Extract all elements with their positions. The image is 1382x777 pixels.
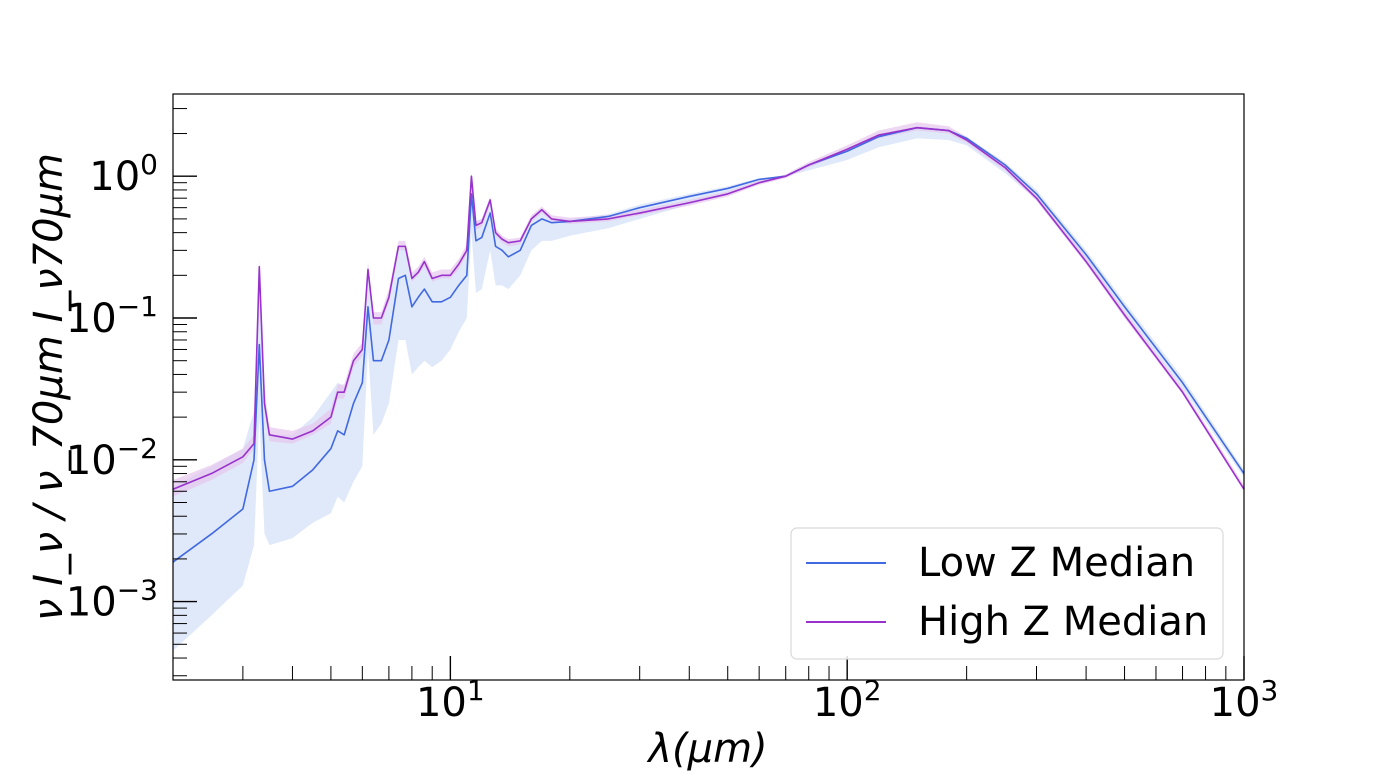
- x-tick-labels: 101 102 103: [416, 674, 1278, 726]
- uncertainty-bands: [173, 122, 1244, 651]
- legend-box: [790, 527, 1224, 660]
- x-tick-label: 101: [416, 674, 485, 726]
- legend: Low Z Median High Z Median: [790, 527, 1224, 660]
- legend-label-low-z: Low Z Median: [918, 540, 1195, 586]
- series-line-high-z: [172, 126, 1245, 490]
- y-axis-label: ν I_ν / ν_70μm I_ν70μm: [26, 153, 72, 621]
- legend-label-high-z: High Z Median: [918, 599, 1208, 645]
- x-axis-label: λ(μm): [646, 726, 767, 772]
- axis-ticks: [172, 108, 1245, 680]
- y-tick-label: 10−3: [66, 574, 158, 626]
- y-tick-label: 100: [89, 148, 158, 200]
- band-low-z: [173, 126, 1244, 651]
- x-tick-label: 102: [813, 674, 882, 726]
- x-tick-label: 103: [1210, 674, 1279, 726]
- series-line-low-z: [172, 126, 1245, 563]
- plot-frame: [172, 93, 1245, 681]
- series-lines: [172, 126, 1245, 563]
- band-high-z: [173, 122, 1244, 497]
- y-tick-label: 10−2: [66, 432, 158, 484]
- y-tick-label: 10−1: [66, 290, 158, 342]
- y-tick-labels: 10−3 10−2 10−1 100: [66, 148, 158, 625]
